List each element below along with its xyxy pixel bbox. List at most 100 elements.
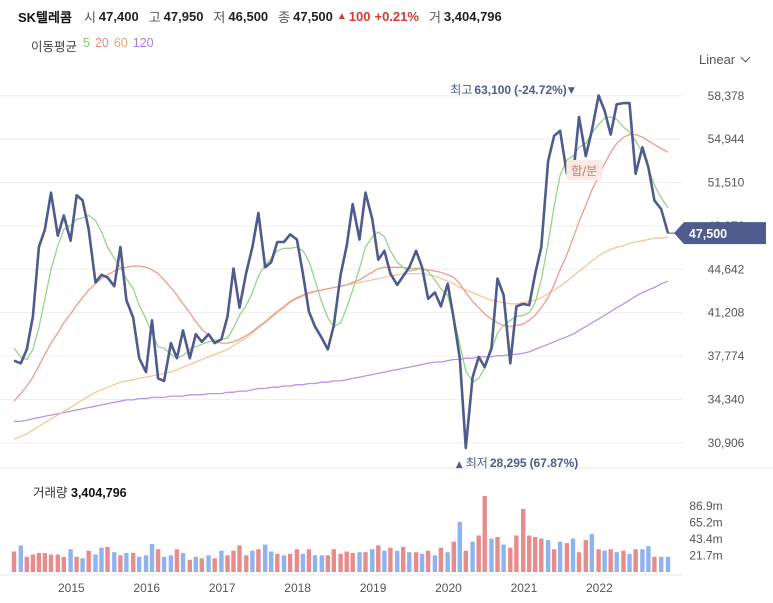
volume-bar — [212, 558, 217, 572]
volume-bar — [338, 553, 343, 572]
volume-bar — [24, 556, 29, 572]
high-value: 47,950 — [163, 8, 204, 24]
volume-bar — [508, 547, 513, 572]
volume-bar — [281, 555, 287, 572]
volume-bar — [93, 554, 98, 572]
volume-tick-label: 86.9m — [689, 499, 722, 513]
volume-bar — [445, 552, 450, 572]
volume-tick-label: 43.4m — [689, 532, 722, 546]
low-annotation-pct: (67.87%) — [530, 456, 579, 470]
volume-bar — [627, 553, 632, 572]
volume-bar — [161, 556, 167, 572]
volume-value: 3,404,796 — [443, 8, 502, 24]
split-marker-label: 합/분 — [571, 164, 597, 178]
volume-bar — [633, 549, 638, 572]
volume-bar — [583, 540, 588, 572]
volume-bar — [331, 549, 336, 572]
volume-bar — [244, 555, 249, 572]
price-grid — [0, 95, 773, 576]
volume-bar — [640, 549, 645, 572]
x-tick-label: 2021 — [511, 581, 538, 595]
volume-bar — [425, 550, 431, 572]
volume-bar — [419, 553, 425, 572]
volume-bar — [514, 535, 519, 572]
volume-bar — [608, 549, 613, 572]
volume-bar — [382, 550, 387, 572]
scale-selector-label: Linear — [699, 52, 736, 67]
volume-bar — [231, 550, 236, 572]
ma5-line — [13, 116, 669, 383]
volume-bar — [294, 549, 300, 572]
ma-period-60[interactable]: 60 — [113, 36, 128, 50]
ma-period-5[interactable]: 5 — [83, 36, 90, 50]
moving-average-title: 이동평균 — [31, 40, 78, 54]
volume-bar — [527, 535, 532, 572]
low-label: 저 — [213, 9, 226, 25]
low-annotation: 최저 28,295 (67.87%) — [466, 456, 578, 470]
y-tick-label: 51,510 — [708, 176, 745, 190]
high-annotation-value: 63,100 — [474, 83, 511, 97]
high-annotation: 최고 63,100 (-24.72%) — [450, 83, 566, 97]
volume-bar — [99, 547, 104, 572]
ma-period-20[interactable]: 20 — [94, 36, 109, 50]
close-value: 47,500 — [293, 8, 333, 24]
last-price-label: 47,500 — [689, 227, 727, 241]
volume-bar — [646, 546, 651, 572]
moving-average-legend[interactable]: 이동평균 5 20 60 120 — [31, 36, 154, 55]
volume-bar — [36, 553, 42, 572]
volume-bar — [501, 544, 506, 572]
volume-bar — [325, 555, 330, 572]
volume-bar — [86, 550, 91, 572]
volume-bar — [463, 550, 468, 572]
volume-bar — [614, 552, 619, 572]
x-tick-label: 2019 — [360, 581, 387, 595]
volume-bars — [11, 496, 671, 572]
volume-bar — [557, 541, 563, 572]
y-tick-label: 34,340 — [708, 392, 745, 406]
ma120-line — [14, 280, 669, 423]
volume-bar — [263, 544, 268, 572]
volume-bar — [199, 558, 204, 572]
volume-bar — [30, 554, 36, 572]
volume-bar — [118, 555, 123, 572]
x-tick-label: 2022 — [586, 581, 613, 595]
x-tick-label: 2020 — [435, 581, 462, 595]
volume-bar — [602, 550, 607, 572]
volume-bar — [319, 555, 324, 572]
volume-bar — [137, 556, 142, 572]
ma-period-120[interactable]: 120 — [132, 36, 154, 50]
volume-bar — [495, 537, 500, 572]
volume-bar — [11, 551, 17, 572]
volume-bar — [300, 553, 306, 572]
volume-bar — [287, 553, 293, 572]
volume-bar — [206, 555, 211, 572]
y-tick-label: 30,906 — [708, 436, 745, 450]
volume-bar — [395, 550, 400, 572]
triangle-up-icon: ▲ — [456, 460, 463, 470]
volume-bar — [219, 550, 224, 572]
volume-bar — [105, 546, 110, 572]
volume-bar — [564, 543, 570, 572]
volume-bar — [143, 555, 149, 572]
triangle-down-icon: ▼ — [568, 86, 575, 96]
volume-bar — [269, 551, 274, 572]
volume-bar — [344, 551, 349, 572]
triangle-up-icon: ▲ — [336, 10, 347, 22]
scale-selector[interactable]: Linear — [699, 52, 751, 67]
x-tick-label: 2015 — [58, 581, 85, 595]
volume-bar — [545, 540, 551, 572]
volume-bar — [312, 555, 318, 572]
volume-bar — [388, 547, 393, 572]
volume-bar — [250, 550, 255, 572]
close-label: 종 — [278, 9, 291, 25]
x-tick-label: 2018 — [284, 581, 311, 595]
volume-bar — [275, 553, 280, 572]
volume-bar — [124, 553, 129, 572]
volume-bar — [74, 556, 79, 572]
price-line — [13, 94, 670, 450]
split-marker — [566, 160, 603, 180]
volume-bar — [363, 552, 368, 572]
volume-bar — [48, 554, 54, 572]
volume-bar — [596, 549, 601, 572]
